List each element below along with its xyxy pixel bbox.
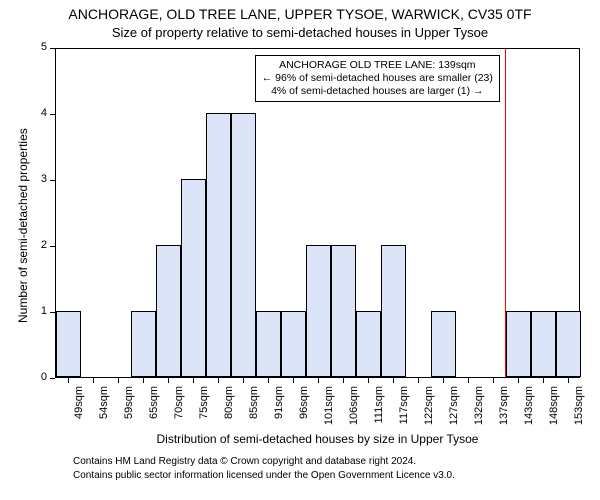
y-tick-mark (50, 246, 55, 247)
attribution-line-2: Contains public sector information licen… (73, 470, 455, 481)
x-tick-mark (343, 378, 344, 383)
x-tick-mark (118, 378, 119, 383)
x-tick-label: 122sqm (423, 386, 435, 426)
x-tick-label: 137sqm (498, 386, 510, 426)
subject-marker-line (505, 49, 506, 377)
annotation-line-2: ← 96% of semi-detached houses are smalle… (262, 72, 493, 85)
x-tick-mark (193, 378, 194, 383)
x-tick-mark (518, 378, 519, 383)
x-tick-label: 54sqm (98, 386, 110, 426)
x-tick-label: 96sqm (298, 386, 310, 426)
x-tick-mark (568, 378, 569, 383)
x-tick-mark (268, 378, 269, 383)
x-tick-mark (493, 378, 494, 383)
y-tick-label: 5 (27, 41, 47, 53)
x-tick-label: 80sqm (223, 386, 235, 426)
x-tick-label: 65sqm (148, 386, 160, 426)
x-tick-label: 111sqm (373, 386, 385, 426)
x-tick-mark (68, 378, 69, 383)
x-tick-label: 132sqm (473, 386, 485, 426)
x-tick-label: 153sqm (573, 386, 585, 426)
x-tick-mark (543, 378, 544, 383)
attribution-line-1: Contains HM Land Registry data © Crown c… (73, 456, 416, 467)
x-tick-mark (243, 378, 244, 383)
x-axis-label: Distribution of semi-detached houses by … (55, 432, 580, 446)
y-tick-mark (50, 378, 55, 379)
x-tick-label: 49sqm (73, 386, 85, 426)
x-tick-mark (393, 378, 394, 383)
x-tick-mark (443, 378, 444, 383)
x-tick-label: 127sqm (448, 386, 460, 426)
y-tick-mark (50, 312, 55, 313)
x-tick-mark (293, 378, 294, 383)
y-axis-label: Number of semi-detached properties (16, 128, 30, 323)
x-tick-mark (468, 378, 469, 383)
x-tick-mark (218, 378, 219, 383)
y-tick-label: 0 (27, 371, 47, 383)
x-tick-label: 59sqm (123, 386, 135, 426)
annotation-line-3: 4% of semi-detached houses are larger (1… (262, 85, 493, 98)
x-tick-label: 143sqm (523, 386, 535, 426)
x-tick-label: 148sqm (548, 386, 560, 426)
y-tick-label: 3 (27, 173, 47, 185)
x-tick-mark (418, 378, 419, 383)
x-tick-mark (143, 378, 144, 383)
x-tick-label: 117sqm (398, 386, 410, 426)
x-tick-mark (318, 378, 319, 383)
y-tick-mark (50, 180, 55, 181)
plot-area: ANCHORAGE OLD TREE LANE: 139sqm ← 96% of… (55, 48, 580, 378)
x-tick-mark (93, 378, 94, 383)
y-tick-label: 4 (27, 107, 47, 119)
y-tick-mark (50, 48, 55, 49)
y-tick-mark (50, 114, 55, 115)
x-tick-label: 91sqm (273, 386, 285, 426)
x-tick-label: 106sqm (348, 386, 360, 426)
x-tick-mark (168, 378, 169, 383)
x-tick-label: 85sqm (248, 386, 260, 426)
x-tick-label: 101sqm (323, 386, 335, 426)
chart-container: ANCHORAGE, OLD TREE LANE, UPPER TYSOE, W… (0, 0, 600, 500)
chart-title: ANCHORAGE, OLD TREE LANE, UPPER TYSOE, W… (0, 6, 600, 22)
annotation-box: ANCHORAGE OLD TREE LANE: 139sqm ← 96% of… (255, 55, 500, 102)
annotation-line-1: ANCHORAGE OLD TREE LANE: 139sqm (262, 59, 493, 72)
x-tick-mark (368, 378, 369, 383)
y-tick-label: 2 (27, 239, 47, 251)
chart-subtitle: Size of property relative to semi-detach… (0, 25, 600, 40)
x-tick-label: 75sqm (198, 386, 210, 426)
y-tick-label: 1 (27, 305, 47, 317)
x-tick-label: 70sqm (173, 386, 185, 426)
